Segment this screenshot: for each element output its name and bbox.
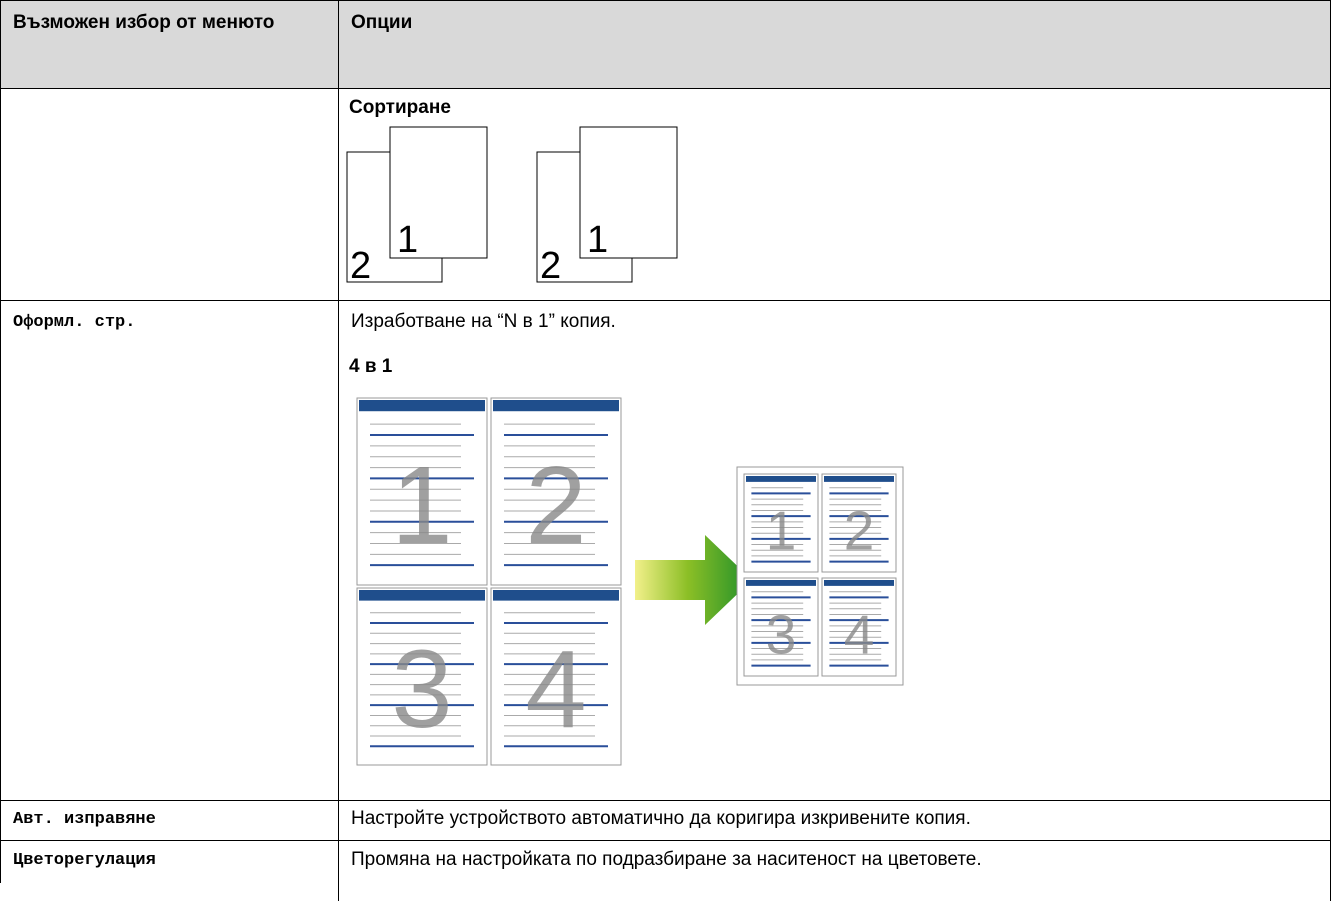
- menu-cell: Оформл. стр.: [1, 301, 339, 801]
- menu-text: Цветорегулация: [13, 851, 156, 870]
- options-cell: Настройте устройството автоматично да ко…: [339, 801, 1331, 841]
- option-text: Промяна на настройката по подразбиране з…: [351, 849, 982, 870]
- option-text: Изработване на “N в 1” копия.: [351, 311, 616, 332]
- header-text: Възможен избор от менюто: [13, 12, 275, 33]
- menu-cell: Авт. изправяне: [1, 801, 339, 841]
- options-cell: Сортиране: [339, 89, 1331, 301]
- menu-text: Оформл. стр.: [13, 313, 136, 332]
- header-text: Опции: [351, 12, 413, 33]
- menu-cell: Цветорегулация: [1, 841, 339, 901]
- menu-cell: [1, 89, 339, 301]
- options-cell: Изработване на “N в 1” копия. 4 в 1: [339, 301, 1331, 801]
- header-cell: Опции: [339, 1, 1331, 89]
- option-text: Настройте устройството автоматично да ко…: [351, 808, 971, 829]
- header-cell: Възможен избор от менюто: [1, 1, 339, 89]
- layout-heading: 4 в 1: [349, 356, 393, 377]
- menu-text: Авт. изправяне: [13, 810, 156, 829]
- options-cell: Промяна на настройката по подразбиране з…: [339, 841, 1331, 901]
- sort-heading: Сортиране: [349, 97, 451, 118]
